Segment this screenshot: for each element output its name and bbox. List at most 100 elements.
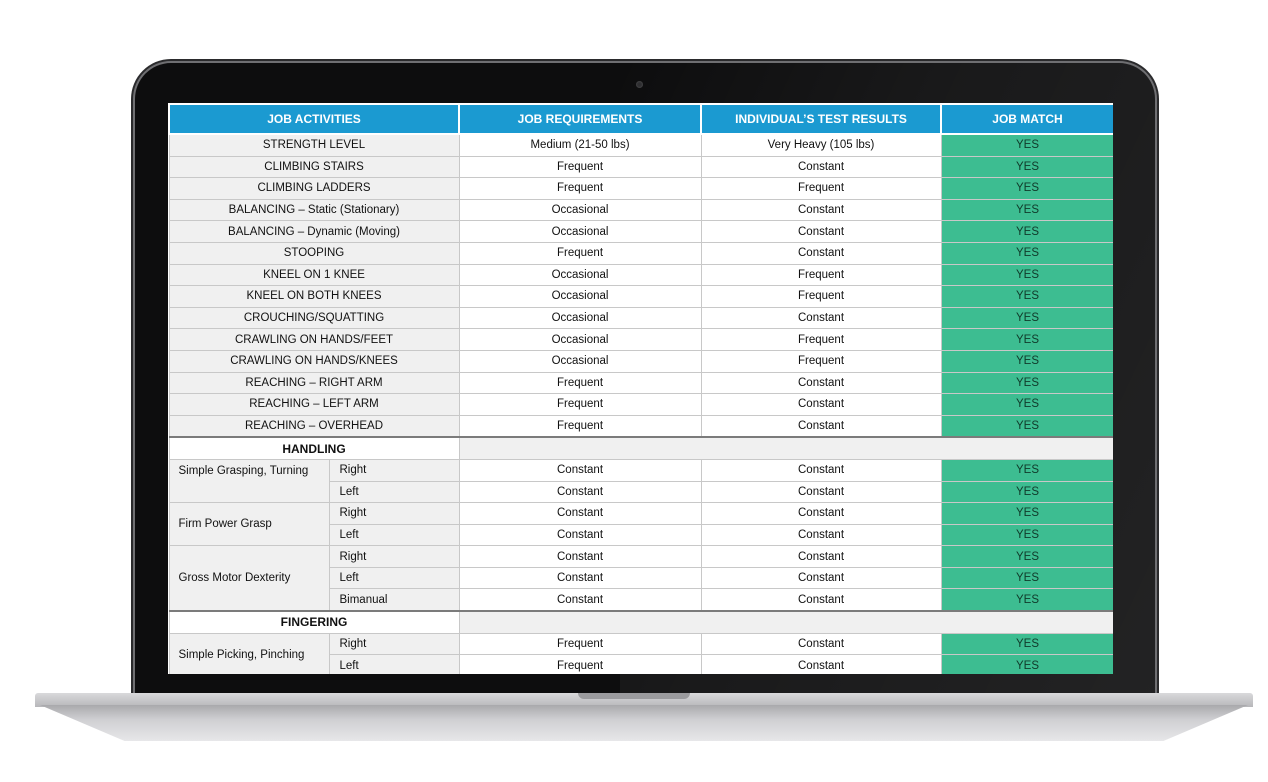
section-title: HANDLING	[168, 436, 460, 460]
match-cell: YES	[940, 133, 1113, 157]
table-row: Gross Motor Dexterity Right Constant Con…	[168, 545, 1113, 612]
match-cell: YES	[940, 502, 1113, 525]
table-row: CROUCHING/SQUATTING Occasional Constant YES	[168, 306, 1113, 330]
requirement-cell: Constant	[458, 458, 702, 482]
result-cell: Constant	[700, 220, 942, 243]
result-cell: Frequent	[700, 328, 942, 351]
table-row: CRAWLING ON HANDS/FEET Occasional Frequent…	[168, 328, 1113, 351]
header-job-requirements: JOB REQUIREMENTS	[458, 103, 703, 135]
requirement-cell: Frequent	[458, 632, 702, 656]
table-row: REACHING – LEFT ARM Frequent Constant YES	[168, 393, 1113, 416]
match-cell: YES	[940, 480, 1113, 504]
group-label: Simple Grasping, Turning	[168, 458, 330, 504]
side-cell: Right	[328, 545, 460, 568]
requirement-cell: Constant	[458, 545, 702, 568]
requirement-cell: Frequent	[458, 654, 702, 674]
result-cell: Frequent	[700, 285, 942, 308]
activity-cell: BALANCING – Static (Stationary)	[168, 198, 460, 222]
match-cell: YES	[940, 371, 1113, 395]
group-label: Firm Power Grasp	[168, 502, 330, 547]
requirement-cell: Frequent	[458, 414, 702, 438]
match-cell: YES	[940, 414, 1113, 438]
requirement-cell: Constant	[458, 523, 702, 547]
activity-cell: CRAWLING ON HANDS/FEET	[168, 328, 460, 351]
section-spacer	[458, 610, 1113, 634]
activity-cell: REACHING – OVERHEAD	[168, 414, 460, 438]
section-title: FINGERING	[168, 610, 460, 634]
activity-cell: STRENGTH LEVEL	[168, 133, 460, 157]
result-cell: Constant	[700, 632, 942, 656]
match-cell: YES	[940, 545, 1113, 568]
table-row: Simple Grasping, Turning Right Constant …	[168, 458, 1113, 504]
side-cell: Left	[328, 566, 460, 590]
requirement-cell: Occasional	[458, 285, 702, 308]
laptop-screen: JOB ACTIVITIES JOB REQUIREMENTS INDIVIDU…	[168, 103, 1113, 674]
requirement-cell: Frequent	[458, 371, 702, 395]
side-cell: Bimanual	[328, 588, 460, 612]
table-header-row: JOB ACTIVITIES JOB REQUIREMENTS INDIVIDU…	[168, 103, 1113, 135]
requirement-cell: Frequent	[458, 241, 702, 265]
webcam-icon	[636, 81, 643, 88]
match-cell: YES	[940, 393, 1113, 416]
side-cell: Right	[328, 632, 460, 656]
activity-cell: KNEEL ON BOTH KNEES	[168, 285, 460, 308]
requirement-cell: Occasional	[458, 263, 702, 287]
table-row: REACHING – RIGHT ARM Frequent Constant YES	[168, 371, 1113, 395]
job-match-table: JOB ACTIVITIES JOB REQUIREMENTS INDIVIDU…	[168, 103, 1113, 674]
table-row: Left Constant Constant YES	[169, 523, 1113, 547]
requirement-cell: Frequent	[458, 155, 702, 179]
table-row: BALANCING – Static (Stationary) Occasiona…	[168, 198, 1113, 222]
table-row: REACHING – OVERHEAD Frequent Constant YES	[168, 414, 1113, 438]
activity-cell: CLIMBING LADDERS	[168, 177, 460, 200]
header-job-activities: JOB ACTIVITIES	[168, 103, 461, 135]
activity-cell: CROUCHING/SQUATTING	[168, 306, 460, 330]
match-cell: YES	[940, 566, 1113, 590]
result-cell: Constant	[700, 371, 942, 395]
result-cell: Very Heavy (105 lbs)	[700, 133, 942, 157]
laptop-base	[35, 693, 1253, 707]
side-cell: Right	[328, 502, 460, 525]
group-label: Gross Motor Dexterity	[168, 545, 330, 612]
result-cell: Constant	[700, 566, 942, 590]
side-cell: Left	[328, 523, 460, 547]
result-cell: Constant	[700, 458, 942, 482]
activity-cell: STOOPING	[168, 241, 460, 265]
requirement-cell: Constant	[458, 588, 702, 612]
table-row: CLIMBING STAIRS Frequent Constant YES	[168, 155, 1113, 179]
activity-cell: KNEEL ON 1 KNEE	[168, 263, 460, 287]
side-cell: Right	[328, 458, 460, 482]
result-cell: Frequent	[700, 177, 942, 200]
result-cell: Constant	[700, 523, 942, 547]
table-row: Simple Picking, Pinching Right Frequent …	[168, 632, 1113, 674]
result-cell: Constant	[700, 241, 942, 265]
table-row: Bimanual Constant Constant YES	[169, 588, 1113, 612]
table-row: STOOPING Frequent Constant YES	[168, 241, 1113, 265]
result-cell: Constant	[700, 155, 942, 179]
table-row: KNEEL ON 1 KNEE Occasional Frequent YES	[168, 263, 1113, 287]
requirement-cell: Medium (21-50 lbs)	[458, 133, 702, 157]
section-header-fingering: FINGERING	[168, 610, 1113, 634]
match-cell: YES	[940, 263, 1113, 287]
activity-cell: BALANCING – Dynamic (Moving)	[168, 220, 460, 243]
header-test-results: INDIVIDUAL’S TEST RESULTS	[700, 103, 943, 135]
match-cell: YES	[940, 349, 1113, 373]
requirement-cell: Occasional	[458, 220, 702, 243]
activities-body: STRENGTH LEVEL Medium (21-50 lbs) Very Hea…	[168, 133, 1113, 674]
match-cell: YES	[940, 654, 1113, 674]
requirement-cell: Constant	[458, 480, 702, 504]
match-cell: YES	[940, 328, 1113, 351]
result-cell: Constant	[700, 393, 942, 416]
requirement-cell: Occasional	[458, 306, 702, 330]
table-row: STRENGTH LEVEL Medium (21-50 lbs) Very Hea…	[168, 133, 1113, 157]
activity-cell: REACHING – LEFT ARM	[168, 393, 460, 416]
match-cell: YES	[940, 198, 1113, 222]
match-cell: YES	[940, 285, 1113, 308]
match-cell: YES	[940, 220, 1113, 243]
requirement-cell: Occasional	[458, 328, 702, 351]
table-row: Firm Power Grasp Right Constant Constant…	[168, 502, 1113, 547]
table-row: BALANCING – Dynamic (Moving) Occasional Co…	[168, 220, 1113, 243]
result-cell: Frequent	[700, 263, 942, 287]
match-cell: YES	[940, 458, 1113, 482]
group-label: Simple Picking, Pinching	[168, 632, 330, 674]
activity-cell: CRAWLING ON HANDS/KNEES	[168, 349, 460, 373]
